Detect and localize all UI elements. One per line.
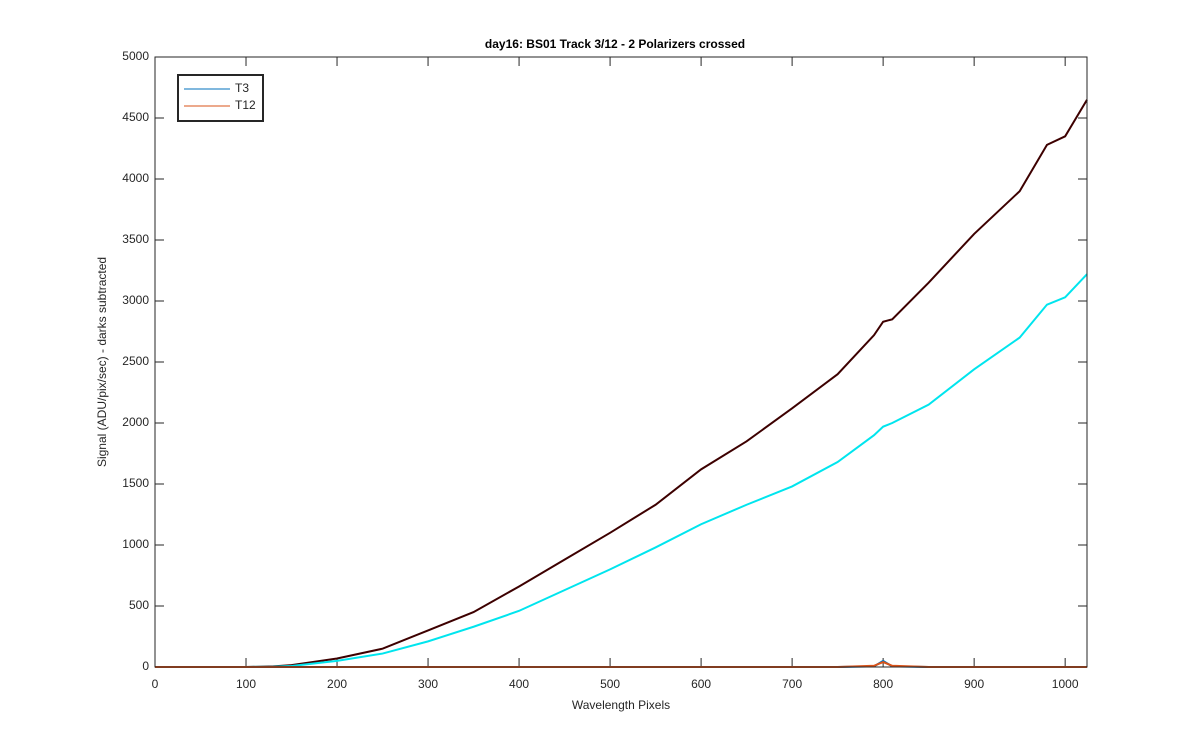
x-tick-label: 800 (873, 677, 893, 691)
x-tick-label: 1000 (1052, 677, 1079, 691)
y-axis-label: Signal (ADU/pix/sec) - darks subtracted (95, 257, 109, 467)
x-tick-label: 700 (782, 677, 802, 691)
legend-label: T3 (235, 81, 249, 95)
x-tick-label: 600 (691, 677, 711, 691)
x-tick-label: 0 (152, 677, 159, 691)
data-line (155, 273, 1088, 668)
legend-label: T12 (235, 98, 256, 112)
y-tick-label: 4000 (122, 171, 149, 185)
legend-box (177, 74, 264, 122)
y-tick-label: 2000 (122, 415, 149, 429)
plot-frame (154, 56, 1088, 668)
y-tick-label: 0 (142, 659, 149, 673)
x-tick-label: 300 (418, 677, 438, 691)
data-line (155, 99, 1088, 668)
y-tick-label: 1000 (122, 537, 149, 551)
x-axis-label: Wavelength Pixels (572, 698, 670, 712)
x-tick-label: 900 (964, 677, 984, 691)
x-tick-label: 500 (600, 677, 620, 691)
x-tick-label: 400 (509, 677, 529, 691)
chart-title: day16: BS01 Track 3/12 - 2 Polarizers cr… (485, 37, 745, 51)
y-tick-label: 4500 (122, 110, 149, 124)
y-tick-label: 2500 (122, 354, 149, 368)
y-tick-label: 5000 (122, 49, 149, 63)
y-tick-label: 3500 (122, 232, 149, 246)
x-tick-label: 100 (236, 677, 256, 691)
y-tick-label: 3000 (122, 293, 149, 307)
x-tick-label: 200 (327, 677, 347, 691)
y-tick-label: 1500 (122, 476, 149, 490)
y-tick-label: 500 (129, 598, 149, 612)
